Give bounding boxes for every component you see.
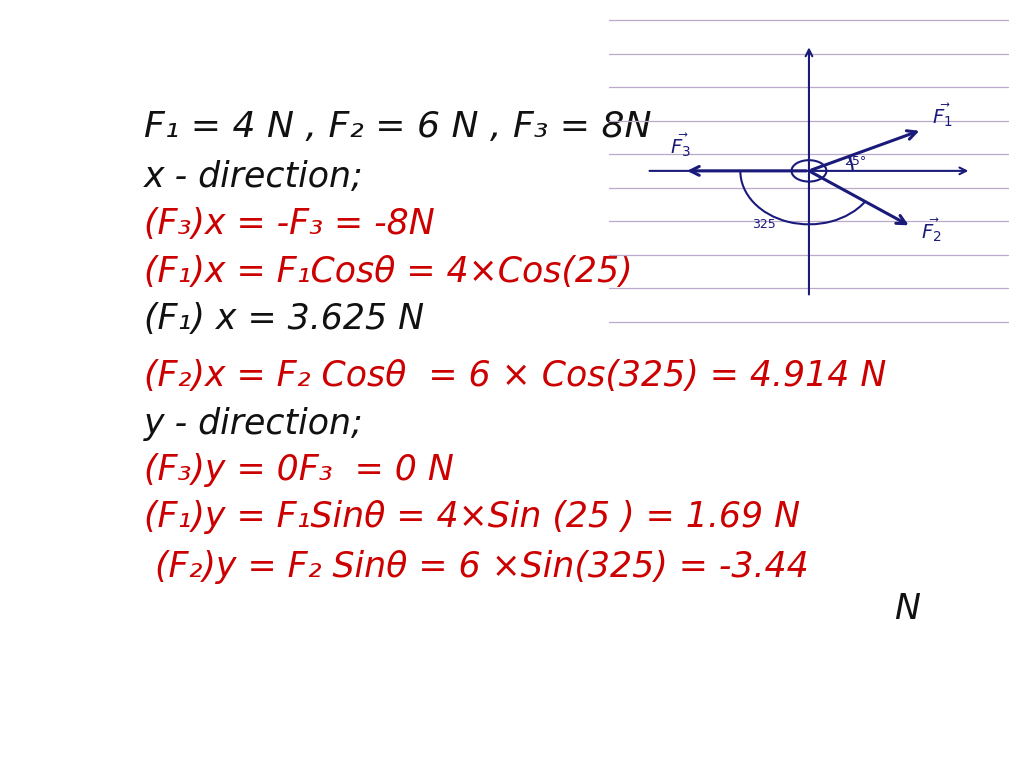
Text: $\vec{F_1}$: $\vec{F_1}$	[932, 101, 952, 129]
Text: (F₁)x = F₁Cosθ = 4×Cos(25): (F₁)x = F₁Cosθ = 4×Cos(25)	[143, 255, 633, 289]
Text: $\vec{F_2}$: $\vec{F_2}$	[922, 216, 942, 243]
Text: (F₃)y = 0F₃  = 0 N: (F₃)y = 0F₃ = 0 N	[143, 453, 454, 487]
Text: (F₃)x = -F₃ = -8N: (F₃)x = -F₃ = -8N	[143, 207, 434, 241]
Text: F₁ = 4 N , F₂ = 6 N , F₃ = 8N: F₁ = 4 N , F₂ = 6 N , F₃ = 8N	[143, 110, 651, 144]
Text: $\vec{F_3}$: $\vec{F_3}$	[670, 131, 690, 159]
Text: (F₂)x = F₂ Cosθ  = 6 × Cos(325) = 4.914 N: (F₂)x = F₂ Cosθ = 6 × Cos(325) = 4.914 N	[143, 359, 886, 393]
Text: y - direction;: y - direction;	[143, 407, 364, 441]
Text: 25°: 25°	[844, 155, 866, 168]
Text: N: N	[894, 592, 920, 626]
Text: (F₁) x = 3.625 N: (F₁) x = 3.625 N	[143, 302, 424, 336]
Text: x - direction;: x - direction;	[143, 161, 364, 194]
Text: (F₁)y = F₁Sinθ = 4×Sin (25 ) = 1.69 N: (F₁)y = F₁Sinθ = 4×Sin (25 ) = 1.69 N	[143, 500, 800, 535]
Text: 325: 325	[753, 218, 776, 231]
Text: (F₂)y = F₂ Sinθ = 6 ×Sin(325) = -3.44: (F₂)y = F₂ Sinθ = 6 ×Sin(325) = -3.44	[143, 551, 809, 584]
